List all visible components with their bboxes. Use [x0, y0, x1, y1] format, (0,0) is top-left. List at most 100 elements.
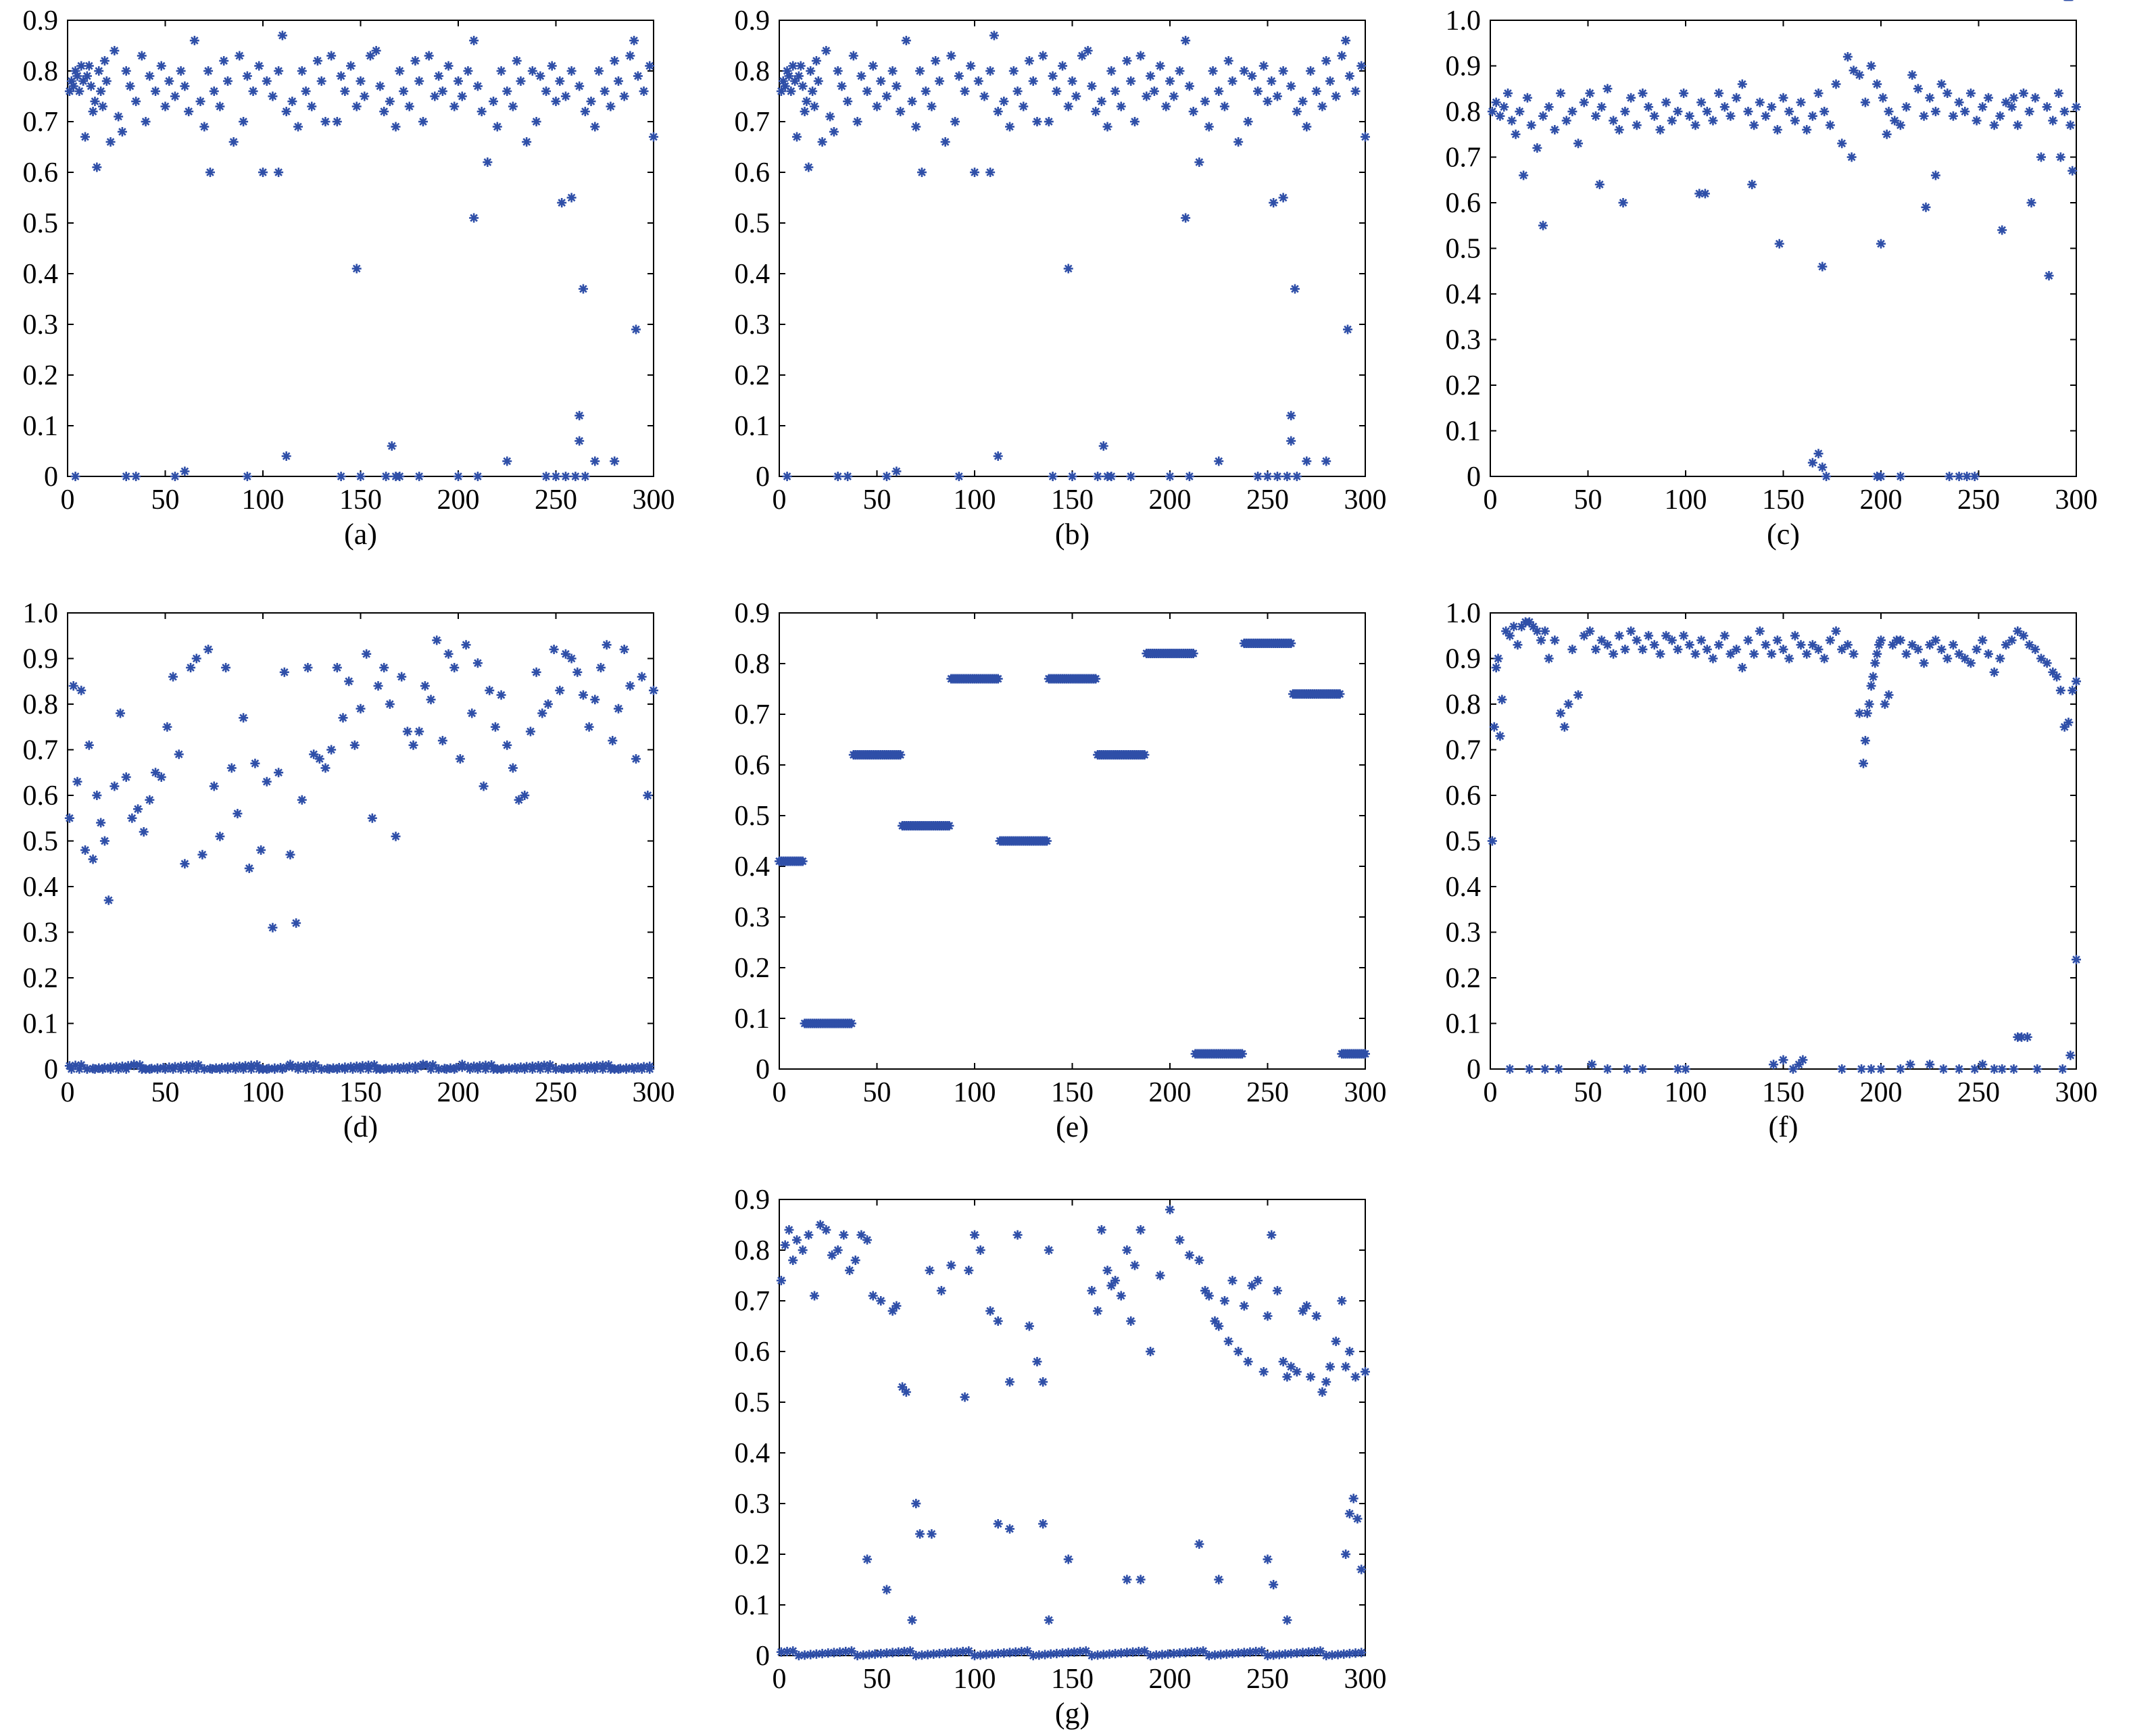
data-point	[535, 71, 545, 81]
data-point	[1983, 649, 1993, 659]
x-tick-label: 200	[437, 1077, 480, 1108]
y-tick-label: 0.3	[23, 918, 59, 949]
data-point	[896, 750, 906, 760]
data-point	[199, 122, 210, 132]
data-point	[86, 81, 96, 91]
data-point	[443, 649, 454, 659]
data-point	[1880, 699, 1890, 709]
data-point	[833, 66, 843, 76]
data-point	[1536, 635, 1546, 645]
data-point	[1223, 56, 1233, 66]
data-point	[1649, 640, 1659, 650]
data-point	[1872, 79, 1882, 89]
data-point	[281, 107, 291, 116]
data-point	[1129, 117, 1140, 126]
data-point	[562, 1063, 572, 1073]
data-point	[1175, 1235, 1185, 1245]
data-point	[92, 791, 102, 800]
y-tick-label: 0.4	[23, 259, 59, 290]
data-point	[1223, 1337, 1233, 1346]
data-point	[219, 56, 229, 66]
data-point	[543, 699, 553, 709]
y-tick-label: 0.7	[735, 107, 770, 138]
data-point	[964, 1646, 974, 1656]
data-point	[76, 685, 87, 695]
data-point	[970, 168, 979, 177]
data-point	[336, 472, 346, 481]
data-point	[846, 1646, 856, 1656]
data-point	[490, 722, 500, 732]
data-point	[1743, 635, 1753, 645]
data-point	[901, 36, 911, 45]
data-point	[1772, 125, 1782, 134]
data-point	[1247, 1281, 1257, 1291]
data-point	[221, 663, 231, 672]
data-point	[1913, 645, 1923, 654]
y-tick-label: 0.8	[735, 1235, 770, 1266]
data-point	[239, 713, 249, 723]
data-point	[1837, 645, 1847, 654]
y-tick-label: 0.5	[23, 208, 59, 239]
data-point	[1341, 1362, 1351, 1372]
data-point	[2013, 626, 2023, 636]
data-point	[360, 91, 370, 101]
x-tick-label: 50	[863, 1664, 891, 1695]
data-point	[1989, 120, 1999, 130]
data-point	[566, 66, 577, 76]
data-point	[788, 1256, 798, 1265]
data-point	[798, 1245, 808, 1255]
data-point	[1872, 649, 1882, 659]
data-point	[1726, 111, 1736, 121]
y-tick-label: 0.6	[1446, 780, 1482, 812]
data-point	[1936, 79, 1947, 89]
data-point	[1165, 472, 1175, 481]
data-point	[1304, 1647, 1314, 1657]
data-point	[1609, 116, 1619, 126]
data-point	[610, 456, 620, 466]
data-point	[1532, 143, 1542, 153]
data-point	[950, 117, 960, 126]
data-point	[467, 708, 477, 718]
data-point	[1292, 107, 1302, 116]
data-point	[356, 703, 366, 714]
data-point	[649, 685, 658, 695]
data-point	[189, 36, 199, 45]
data-point	[1042, 836, 1052, 846]
data-point	[1667, 635, 1677, 645]
data-point	[109, 46, 120, 55]
y-tick-label: 0	[44, 462, 58, 493]
data-point	[810, 101, 820, 111]
data-point	[483, 157, 493, 167]
data-point	[1290, 284, 1300, 294]
data-point	[469, 213, 479, 223]
data-point	[1135, 1574, 1146, 1585]
data-point	[1253, 472, 1263, 481]
data-point	[1761, 111, 1771, 121]
data-point	[239, 117, 249, 126]
data-point	[1925, 1060, 1935, 1070]
data-point	[215, 101, 225, 111]
data-point	[931, 56, 941, 66]
data-point	[1093, 472, 1103, 481]
data-point	[387, 441, 397, 451]
data-point	[862, 1554, 873, 1564]
data-point	[1895, 1064, 1905, 1074]
data-point	[1188, 649, 1198, 658]
y-tick-label: 0.1	[23, 411, 59, 442]
data-point	[489, 97, 499, 106]
data-point	[395, 472, 405, 481]
data-point	[203, 645, 214, 654]
data-point	[985, 66, 996, 76]
data-point	[796, 61, 806, 71]
data-point	[944, 821, 954, 830]
panel-e: 0 50 100 150 200 250 300 0 0.1 0.2 0.3 0.4 0.5 0.6 0.7…	[735, 598, 1387, 1143]
data-point	[1732, 93, 1742, 103]
data-point	[114, 111, 124, 122]
data-point	[1573, 690, 1584, 700]
data-point	[191, 653, 201, 664]
data-point	[2024, 107, 2034, 116]
data-point	[916, 168, 927, 177]
data-point	[258, 168, 268, 177]
y-tick-label: 0.3	[23, 309, 59, 341]
y-tick-label: 0.9	[23, 5, 59, 36]
